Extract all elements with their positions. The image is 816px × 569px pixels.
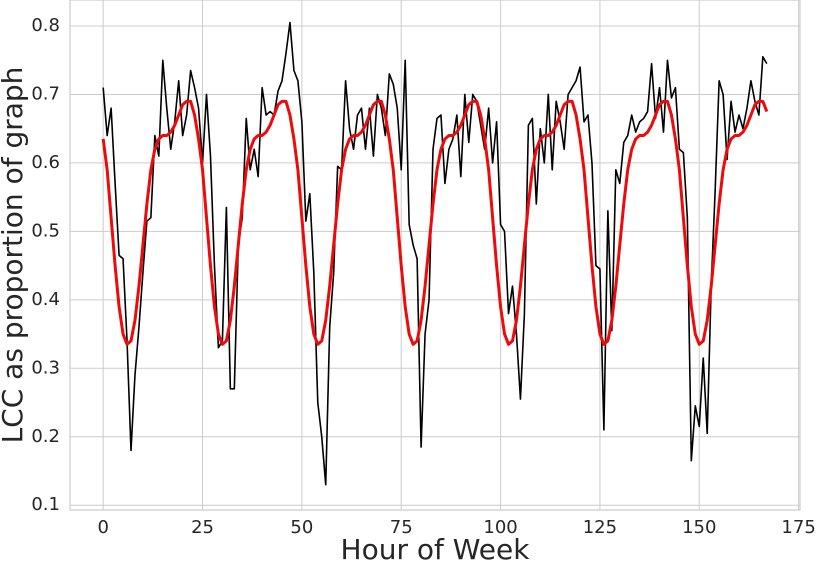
- y-tick-label: 0.7: [31, 83, 60, 104]
- x-tick-label: 25: [191, 517, 214, 538]
- plot-area: [69, 0, 801, 511]
- y-tick-label: 0.2: [31, 426, 60, 447]
- grid: [70, 0, 800, 510]
- lines: [101, 21, 769, 486]
- y-tick-label: 0.3: [31, 357, 60, 378]
- x-tick-label: 50: [290, 517, 313, 538]
- x-axis-label: Hour of Week: [341, 533, 531, 566]
- y-axis-label: LCC as proportion of graph: [0, 67, 29, 444]
- x-tick-label: 75: [390, 517, 413, 538]
- y-tick-label: 0.8: [31, 15, 60, 36]
- x-tick-label: 150: [682, 517, 716, 538]
- y-tick-label: 0.4: [31, 289, 60, 310]
- x-tick-label: 0: [97, 517, 108, 538]
- x-tick-label: 125: [583, 517, 617, 538]
- series-line: [101, 99, 769, 346]
- y-tick-label: 0.5: [31, 220, 60, 241]
- x-tick-label: 100: [483, 517, 517, 538]
- x-tick-label: 175: [781, 517, 815, 538]
- y-tick-label: 0.6: [31, 152, 60, 173]
- y-tick-label: 0.1: [31, 494, 60, 515]
